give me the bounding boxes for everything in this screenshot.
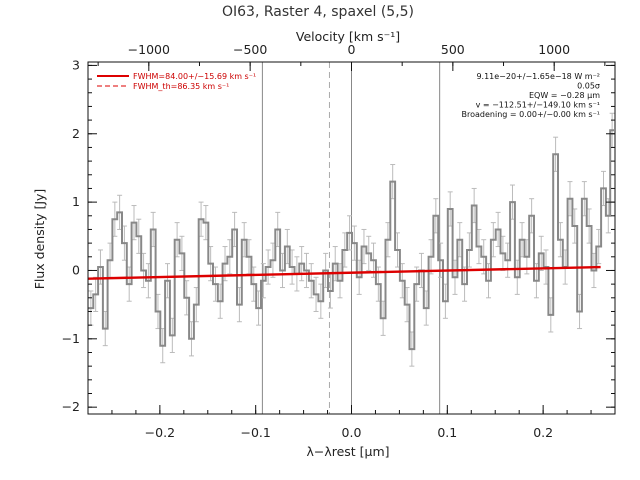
- y-axis-label: Flux density [Jy]: [32, 189, 47, 290]
- x-tick-label: −0.1: [241, 425, 271, 440]
- flux-series: [88, 129, 614, 351]
- x-tick-label: 0.1: [437, 425, 457, 440]
- x-tick-label: −0.2: [145, 425, 175, 440]
- legend-label: FWHM_th=86.35 km s⁻¹: [133, 82, 229, 91]
- fit-annotation: 9.11e−20+/−1.65e−18 W m⁻²: [476, 72, 600, 81]
- y-tick-label: 0: [72, 262, 80, 277]
- velocity-tick-label: 500: [441, 42, 465, 57]
- y-tick-label: −1: [62, 331, 80, 346]
- y-tick-label: 1: [72, 194, 80, 209]
- velocity-tick-label: 1000: [538, 42, 570, 57]
- plot-frame: [87, 61, 616, 415]
- x-axis-label: λ−λrest [μm]: [306, 444, 389, 459]
- y-tick-label: 3: [72, 57, 80, 72]
- fit-annotation: Broadening = 0.00+/−0.00 km s⁻¹: [462, 110, 600, 119]
- flux-histogram: [88, 129, 614, 351]
- fit-annotation: 0.05σ: [577, 82, 600, 91]
- x-tick-label: 0.0: [342, 425, 362, 440]
- legend-label: FWHM=84.00+/−15.69 km s⁻¹: [133, 72, 256, 81]
- fit-line-layer: [87, 265, 601, 280]
- velocity-tick-label: 0: [348, 42, 356, 57]
- velocity-tick-label: −500: [233, 42, 267, 57]
- chart-title: OI63, Raster 4, spaxel (5,5): [222, 4, 414, 20]
- fit-line: [87, 265, 601, 280]
- fit-annotation: v = −112.51+/−149.10 km s⁻¹: [476, 101, 600, 110]
- axis-ticks: −0.2 −0.1 0.0 0.1 0.2 −2 −1 0 1 2 3 −1000 −500 0 500 10…: [62, 42, 615, 440]
- y-tick-label: −2: [62, 399, 80, 414]
- fit-annotation: EQW = −0.28 μm: [529, 91, 600, 100]
- velocity-tick-label: −1000: [128, 42, 170, 57]
- velocity-axis-label: Velocity [km s⁻¹]: [296, 29, 400, 44]
- y-tick-label: 2: [72, 126, 80, 141]
- x-tick-label: 0.2: [533, 425, 553, 440]
